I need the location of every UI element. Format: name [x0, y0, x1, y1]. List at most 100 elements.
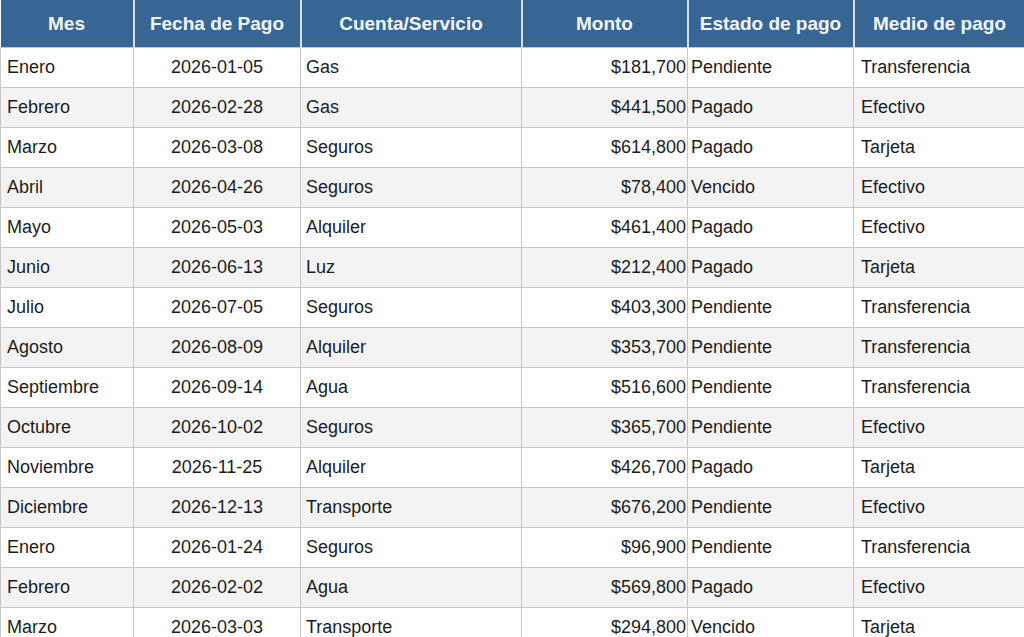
cell-estado: Vencido [688, 608, 854, 637]
cell-medio: Transferencia [854, 288, 1024, 328]
cell-mes: Enero [1, 48, 134, 88]
cell-medio: Efectivo [854, 88, 1024, 128]
cell-cuenta: Agua [301, 568, 522, 608]
cell-medio: Tarjeta [854, 248, 1024, 288]
cell-fecha: 2026-01-05 [134, 48, 301, 88]
header-row: Mes Fecha de Pago Cuenta/Servicio Monto … [1, 0, 1024, 48]
cell-mes: Marzo [1, 608, 134, 637]
cell-medio: Efectivo [854, 488, 1024, 528]
cell-mes: Diciembre [1, 488, 134, 528]
cell-monto: $441,500 [522, 88, 688, 128]
cell-estado: Vencido [688, 168, 854, 208]
cell-fecha: 2026-08-09 [134, 328, 301, 368]
cell-cuenta: Gas [301, 48, 522, 88]
cell-mes: Noviembre [1, 448, 134, 488]
table-row: Julio 2026-07-05 Seguros $403,300 Pendie… [1, 288, 1024, 328]
payments-table-page: Mes Fecha de Pago Cuenta/Servicio Monto … [0, 0, 1024, 637]
cell-cuenta: Agua [301, 368, 522, 408]
cell-fecha: 2026-02-02 [134, 568, 301, 608]
cell-estado: Pendiente [688, 488, 854, 528]
table-row: Septiembre 2026-09-14 Agua $516,600 Pend… [1, 368, 1024, 408]
cell-fecha: 2026-02-28 [134, 88, 301, 128]
cell-monto: $353,700 [522, 328, 688, 368]
cell-medio: Transferencia [854, 48, 1024, 88]
cell-fecha: 2026-12-13 [134, 488, 301, 528]
cell-cuenta: Seguros [301, 168, 522, 208]
cell-fecha: 2026-06-13 [134, 248, 301, 288]
payments-table: Mes Fecha de Pago Cuenta/Servicio Monto … [0, 0, 1024, 637]
cell-monto: $426,700 [522, 448, 688, 488]
cell-monto: $676,200 [522, 488, 688, 528]
cell-mes: Mayo [1, 208, 134, 248]
table-row: Enero 2026-01-24 Seguros $96,900 Pendien… [1, 528, 1024, 568]
header-estado: Estado de pago [688, 0, 854, 48]
table-row: Agosto 2026-08-09 Alquiler $353,700 Pend… [1, 328, 1024, 368]
cell-estado: Pendiente [688, 48, 854, 88]
cell-mes: Octubre [1, 408, 134, 448]
table-row: Marzo 2026-03-08 Seguros $614,800 Pagado… [1, 128, 1024, 168]
cell-cuenta: Gas [301, 88, 522, 128]
cell-medio: Transferencia [854, 368, 1024, 408]
cell-monto: $569,800 [522, 568, 688, 608]
cell-estado: Pendiente [688, 408, 854, 448]
table-row: Noviembre 2026-11-25 Alquiler $426,700 P… [1, 448, 1024, 488]
cell-mes: Abril [1, 168, 134, 208]
cell-monto: $212,400 [522, 248, 688, 288]
cell-cuenta: Seguros [301, 288, 522, 328]
table-row: Febrero 2026-02-02 Agua $569,800 Pagado … [1, 568, 1024, 608]
cell-fecha: 2026-03-03 [134, 608, 301, 637]
cell-estado: Pagado [688, 208, 854, 248]
table-body: Enero 2026-01-05 Gas $181,700 Pendiente … [1, 48, 1024, 637]
cell-fecha: 2026-05-03 [134, 208, 301, 248]
table-row: Enero 2026-01-05 Gas $181,700 Pendiente … [1, 48, 1024, 88]
cell-medio: Efectivo [854, 408, 1024, 448]
cell-estado: Pendiente [688, 328, 854, 368]
cell-medio: Tarjeta [854, 608, 1024, 637]
cell-mes: Julio [1, 288, 134, 328]
cell-cuenta: Seguros [301, 408, 522, 448]
cell-cuenta: Alquiler [301, 328, 522, 368]
cell-monto: $614,800 [522, 128, 688, 168]
cell-medio: Tarjeta [854, 128, 1024, 168]
cell-mes: Febrero [1, 88, 134, 128]
cell-fecha: 2026-04-26 [134, 168, 301, 208]
cell-mes: Marzo [1, 128, 134, 168]
cell-fecha: 2026-09-14 [134, 368, 301, 408]
cell-monto: $516,600 [522, 368, 688, 408]
cell-medio: Transferencia [854, 528, 1024, 568]
cell-mes: Septiembre [1, 368, 134, 408]
table-row: Diciembre 2026-12-13 Transporte $676,200… [1, 488, 1024, 528]
cell-fecha: 2026-01-24 [134, 528, 301, 568]
cell-fecha: 2026-10-02 [134, 408, 301, 448]
cell-monto: $181,700 [522, 48, 688, 88]
header-fecha: Fecha de Pago [134, 0, 301, 48]
cell-mes: Febrero [1, 568, 134, 608]
header-medio: Medio de pago [854, 0, 1024, 48]
cell-estado: Pagado [688, 248, 854, 288]
cell-medio: Efectivo [854, 208, 1024, 248]
cell-monto: $461,400 [522, 208, 688, 248]
cell-monto: $294,800 [522, 608, 688, 637]
cell-monto: $403,300 [522, 288, 688, 328]
table-row: Marzo 2026-03-03 Transporte $294,800 Ven… [1, 608, 1024, 637]
cell-cuenta: Transporte [301, 608, 522, 637]
table-row: Octubre 2026-10-02 Seguros $365,700 Pend… [1, 408, 1024, 448]
cell-medio: Efectivo [854, 168, 1024, 208]
cell-cuenta: Seguros [301, 128, 522, 168]
header-cuenta: Cuenta/Servicio [301, 0, 522, 48]
cell-fecha: 2026-11-25 [134, 448, 301, 488]
cell-estado: Pendiente [688, 528, 854, 568]
table-row: Febrero 2026-02-28 Gas $441,500 Pagado E… [1, 88, 1024, 128]
cell-mes: Junio [1, 248, 134, 288]
table-header: Mes Fecha de Pago Cuenta/Servicio Monto … [1, 0, 1024, 48]
cell-estado: Pagado [688, 128, 854, 168]
cell-cuenta: Alquiler [301, 208, 522, 248]
cell-estado: Pendiente [688, 288, 854, 328]
table-row: Junio 2026-06-13 Luz $212,400 Pagado Tar… [1, 248, 1024, 288]
cell-monto: $96,900 [522, 528, 688, 568]
cell-estado: Pagado [688, 88, 854, 128]
cell-mes: Enero [1, 528, 134, 568]
cell-monto: $365,700 [522, 408, 688, 448]
cell-medio: Tarjeta [854, 448, 1024, 488]
table-row: Abril 2026-04-26 Seguros $78,400 Vencido… [1, 168, 1024, 208]
